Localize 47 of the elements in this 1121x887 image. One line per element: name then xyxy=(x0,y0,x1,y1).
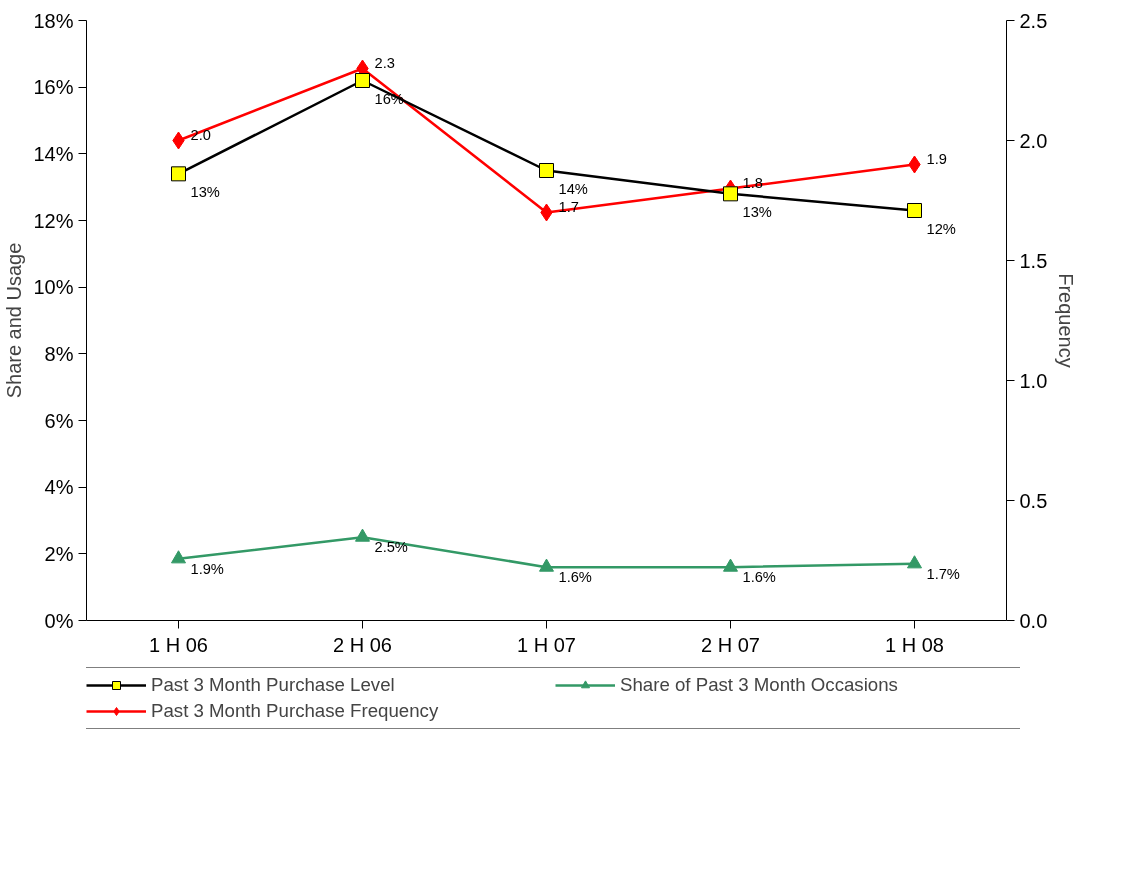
data-label: 2.3 xyxy=(374,54,395,71)
point xyxy=(723,186,738,202)
legend-label: Past 3 Month Purchase Frequency xyxy=(151,700,440,722)
x-tick-label: 1 H 06 xyxy=(149,633,208,656)
point xyxy=(723,558,738,572)
y-tick-label: 8% xyxy=(44,342,74,365)
y2-tick-label: 2.0 xyxy=(1019,129,1048,152)
data-label: 13% xyxy=(742,203,772,220)
y2-tick-label: 0.5 xyxy=(1019,489,1048,512)
legend-label: Past 3 Month Purchase Level xyxy=(151,674,396,696)
point xyxy=(355,528,370,542)
y-tick-label: 18% xyxy=(33,9,74,32)
point xyxy=(171,550,186,564)
y2-tick-label: 1.5 xyxy=(1019,249,1048,272)
data-label: 1.9% xyxy=(190,560,224,577)
y2-tick-label: 0.0 xyxy=(1019,609,1048,632)
point xyxy=(171,166,186,182)
y-tick-label: 0% xyxy=(44,609,74,632)
y-tick-label: 6% xyxy=(44,409,74,432)
data-label: 1.6% xyxy=(742,569,776,586)
data-label: 14% xyxy=(558,180,588,197)
data-label: 1.6% xyxy=(558,569,592,586)
point xyxy=(539,558,554,572)
y-tick-label: 4% xyxy=(44,476,74,499)
point xyxy=(355,73,370,88)
y2-axis-title: Frequency xyxy=(1055,273,1078,368)
y2-tick-label: 2.5 xyxy=(1019,9,1048,32)
y-tick-label: 2% xyxy=(44,542,74,565)
data-label: 1.9 xyxy=(926,150,947,167)
y-tick-label: 16% xyxy=(33,76,74,99)
y-tick-label: 12% xyxy=(33,209,74,232)
data-label: 2.5% xyxy=(374,539,408,556)
point xyxy=(539,163,554,178)
data-label: 13% xyxy=(190,183,220,200)
y-tick-label: 10% xyxy=(33,276,74,299)
data-label: 12% xyxy=(926,220,956,237)
point xyxy=(907,203,922,218)
legend-label: Share of Past 3 Month Occasions xyxy=(620,674,899,696)
x-tick-label: 1 H 08 xyxy=(885,633,944,656)
x-tick-label: 2 H 07 xyxy=(701,633,760,656)
y-axis-title: Share and Usage xyxy=(3,242,26,399)
x-tick-label: 2 H 06 xyxy=(333,633,392,656)
y-tick-label: 14% xyxy=(33,142,74,165)
data-label: 1.7% xyxy=(926,565,960,582)
x-tick-label: 1 H 07 xyxy=(517,633,576,656)
point xyxy=(907,555,922,569)
y2-tick-label: 1.0 xyxy=(1019,369,1048,392)
